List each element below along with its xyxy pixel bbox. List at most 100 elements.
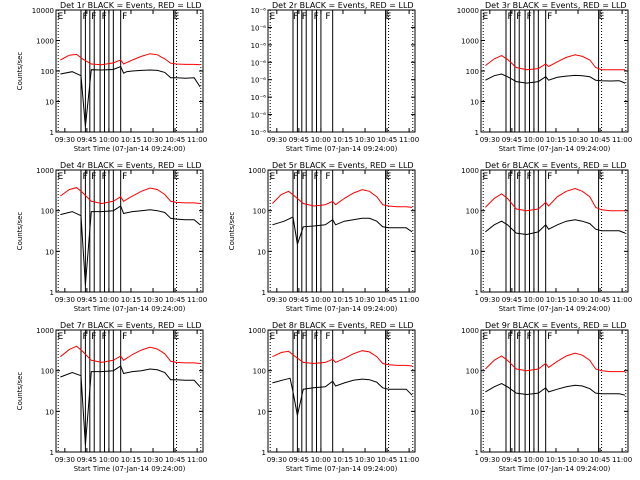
panel-5: Det 5r BLACK = Events, RED = LLD 1 10 100 10… (228, 161, 419, 313)
plot-frame (267, 329, 416, 453)
x-tick-label: 09:30 (267, 136, 287, 144)
x-tick-label: 09:45 (77, 456, 97, 464)
x-tick-label: 10:00 (311, 136, 331, 144)
flag-label: E (57, 332, 63, 342)
y-tick-label: 10⁻⁶ (251, 94, 267, 102)
y-axis-label: Counts/sec (228, 212, 236, 251)
flag-label: F (82, 332, 87, 342)
flag-label: F (507, 172, 512, 182)
flag-label: E (174, 332, 180, 342)
x-tick-label: 10:00 (311, 456, 331, 464)
flag-label: F (516, 12, 521, 22)
y-tick-label: 10 (257, 248, 266, 256)
flag-label: F (325, 12, 330, 22)
flag-label: F (516, 332, 521, 342)
panel-1: Det 1r BLACK = Events, RED = LLD 1 10 100 10… (16, 1, 207, 153)
x-axis-label: Start Time (07-Jan-14 09:24:00) (286, 465, 398, 473)
flag-label: F (293, 332, 298, 342)
y-tick-label: 10 (45, 248, 54, 256)
x-tick-label: 09:45 (77, 136, 97, 144)
y-axis-label: Counts/sec (16, 372, 24, 411)
flag-label: F (293, 12, 298, 22)
panel-title: Det 1r BLACK = Events, RED = LLD (60, 1, 202, 10)
flag-label: F (507, 332, 512, 342)
plot-frame (480, 9, 629, 133)
x-tick-label: 11:00 (612, 136, 632, 144)
flag-label: E (386, 12, 392, 22)
x-axis-label: Start Time (07-Jan-14 09:24:00) (74, 145, 186, 153)
series-line-lld (485, 352, 626, 373)
x-tick-label: 10:30 (355, 136, 375, 144)
x-tick-label: 10:00 (99, 456, 119, 464)
series-line-lld (60, 345, 201, 364)
x-tick-label: 10:00 (311, 296, 331, 304)
y-tick-label: 100 (41, 68, 54, 76)
x-tick-label: 10:00 (99, 296, 119, 304)
x-tick-label: 09:30 (55, 456, 75, 464)
flag-label: F (91, 172, 96, 182)
panel-title: Det 4r BLACK = Events, RED = LLD (60, 161, 202, 170)
flag-label: E (386, 172, 392, 182)
x-tick-label: 10:30 (568, 136, 588, 144)
x-tick-label: 10:30 (143, 136, 163, 144)
flag-label: F (302, 172, 307, 182)
plot-frame (480, 329, 629, 453)
y-tick-label: 1000 (461, 38, 479, 46)
plot-frame (267, 9, 416, 133)
x-tick-label: 10:15 (121, 456, 141, 464)
series-line-events (60, 365, 201, 445)
panel-title: Det 5r BLACK = Events, RED = LLD (272, 161, 414, 170)
x-tick-label: 11:00 (187, 296, 207, 304)
y-tick-label: 10⁻⁶ (251, 129, 267, 137)
x-tick-label: 11:00 (187, 136, 207, 144)
x-tick-label: 09:45 (289, 296, 309, 304)
x-tick-label: 09:30 (480, 456, 500, 464)
y-tick-label: 1000 (36, 38, 54, 46)
y-tick-label: 10 (45, 408, 54, 416)
x-tick-label: 10:15 (546, 456, 566, 464)
x-tick-label: 10:00 (524, 136, 544, 144)
flag-label: F (82, 172, 87, 182)
x-tick-label: 10:45 (377, 456, 397, 464)
x-tick-label: 09:30 (55, 296, 75, 304)
y-tick-label: 1000 (248, 327, 266, 335)
panel-title: Det 8r BLACK = Events, RED = LLD (272, 321, 414, 330)
x-tick-label: 11:00 (399, 296, 419, 304)
y-tick-label: 1 (262, 449, 266, 457)
x-axis-label: Start Time (07-Jan-14 09:24:00) (499, 305, 611, 313)
y-tick-label: 10⁻⁶ (251, 7, 267, 15)
panel-3: Det 3r BLACK = Events, RED = LLD 1 10 100 10… (457, 1, 632, 153)
series-line-events (60, 205, 201, 285)
y-tick-label: 1000 (248, 167, 266, 175)
flag-label: F (547, 12, 552, 22)
x-tick-label: 10:00 (99, 136, 119, 144)
flag-label: F (325, 172, 330, 182)
x-tick-label: 09:45 (289, 456, 309, 464)
x-tick-label: 10:30 (568, 456, 588, 464)
x-tick-label: 09:30 (55, 136, 75, 144)
panel-7: Det 7r BLACK = Events, RED = LLD 1 10 100 10… (16, 321, 207, 473)
flag-label: F (314, 332, 319, 342)
y-tick-label: 1000 (461, 327, 479, 335)
x-tick-label: 10:45 (165, 136, 185, 144)
panel-title: Det 2r BLACK = Events, RED = LLD (272, 1, 414, 10)
x-tick-label: 09:45 (77, 296, 97, 304)
y-tick-label: 10 (470, 99, 479, 107)
y-tick-label: 100 (466, 68, 479, 76)
x-tick-label: 11:00 (399, 456, 419, 464)
series-line-events (485, 219, 626, 236)
flag-label: F (516, 172, 521, 182)
flag-label: E (386, 332, 392, 342)
x-tick-label: 10:00 (524, 456, 544, 464)
flag-label: E (269, 172, 275, 182)
x-tick-label: 11:00 (187, 456, 207, 464)
flag-label: F (547, 172, 552, 182)
panel-title: Det 7r BLACK = Events, RED = LLD (60, 321, 202, 330)
series-line-lld (485, 54, 626, 71)
flag-label: F (314, 172, 319, 182)
series-line-lld (60, 53, 201, 66)
y-axis-label: Counts/sec (16, 212, 24, 251)
x-axis-label: Start Time (07-Jan-14 09:24:00) (286, 305, 398, 313)
panel-title: Det 3r BLACK = Events, RED = LLD (485, 1, 627, 10)
